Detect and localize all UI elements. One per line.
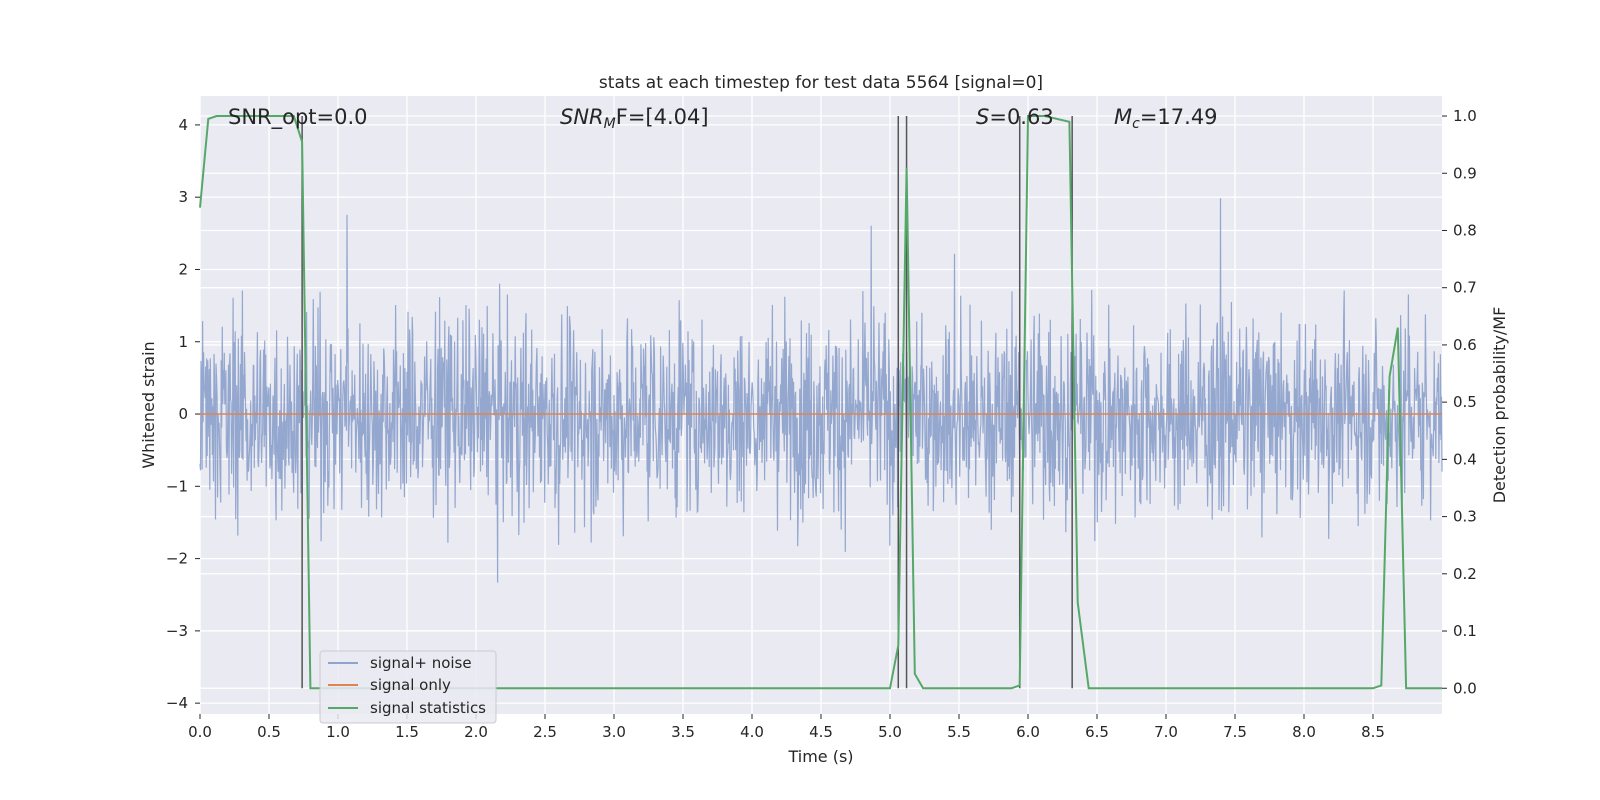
y-left-tick-labels: −4 −3 −2 −1 0 1 2 3 4 (166, 116, 200, 712)
y-left-tick-label: −2 (166, 550, 188, 568)
x-tick-label: 6.5 (1085, 723, 1109, 741)
x-tick-label: 8.5 (1361, 723, 1385, 741)
x-tick-label: 2.0 (464, 723, 488, 741)
x-tick-label: 2.5 (533, 723, 557, 741)
x-tick-labels: 0.0 0.5 1.0 1.5 2.0 2.5 3.0 3.5 4.0 4.5 5.0 5.5 6.0 6… (188, 714, 1385, 741)
y-left-tick-label: −1 (166, 477, 188, 495)
x-tick-label: 1.0 (326, 723, 350, 741)
y-left-tick-label: 2 (178, 260, 188, 278)
x-tick-label: 0.5 (257, 723, 281, 741)
annotation-mc: Mc=17.49 (1114, 105, 1218, 132)
x-tick-label: 8.0 (1292, 723, 1316, 741)
x-tick-label: 0.0 (188, 723, 212, 741)
y-right-tick-label: 0.7 (1453, 279, 1477, 297)
y-right-tick-labels: 0.0 0.1 0.2 0.3 0.4 0.5 0.6 0.7 0.8 0.9 1.0 (1442, 107, 1477, 697)
y-left-tick-label: 0 (178, 405, 188, 423)
x-tick-label: 1.5 (395, 723, 419, 741)
x-tick-label: 4.0 (740, 723, 764, 741)
x-tick-label: 5.0 (878, 723, 902, 741)
y-right-axis-title: Detection probability/MF (1490, 307, 1509, 504)
annotation-s: S=0.63 (976, 105, 1054, 129)
x-tick-label: 7.5 (1223, 723, 1247, 741)
y-right-tick-label: 0.2 (1453, 565, 1477, 583)
series-signal-noise (199, 198, 1443, 583)
signal-statistics-line (199, 115, 1442, 690)
y-right-tick-label: 0.8 (1453, 221, 1477, 239)
legend-label-signal-statistics: signal statistics (370, 699, 486, 717)
annotation-snr-opt: SNR_opt=0.0 (228, 105, 368, 130)
y-right-tick-label: 0.9 (1453, 164, 1477, 182)
series-signal-statistics (199, 115, 1442, 690)
y-right-tick-label: 0.5 (1453, 393, 1477, 411)
y-left-tick-label: 3 (178, 188, 188, 206)
x-tick-label: 4.5 (809, 723, 833, 741)
y-left-tick-label: 1 (178, 333, 188, 351)
y-right-tick-label: 0.1 (1453, 622, 1477, 640)
annotation-snr-mf: SNRMF=[4.04] (560, 105, 709, 132)
x-tick-label: 7.0 (1154, 723, 1178, 741)
y-right-tick-label: 1.0 (1453, 107, 1477, 125)
y-left-tick-label: −4 (166, 694, 188, 712)
signal-noise-line (199, 198, 1443, 583)
y-left-tick-label: −3 (166, 622, 188, 640)
x-tick-label: 3.0 (602, 723, 626, 741)
y-right-tick-label: 0.6 (1453, 336, 1477, 354)
y-right-tick-label: 0.3 (1453, 508, 1477, 526)
y-left-axis-title: Whitened strain (139, 341, 158, 468)
x-tick-label: 6.0 (1016, 723, 1040, 741)
y-right-tick-label: 0.4 (1453, 450, 1477, 468)
chart-title: stats at each timestep for test data 556… (599, 73, 1043, 93)
y-left-tick-label: 4 (178, 116, 188, 134)
x-tick-label: 3.5 (671, 723, 695, 741)
legend-label-signal-only: signal only (370, 676, 451, 694)
x-axis-title: Time (s) (787, 747, 853, 766)
legend: signal+ noise signal only signal statist… (319, 650, 497, 724)
legend-box (319, 650, 497, 724)
x-tick-label: 5.5 (947, 723, 971, 741)
legend-label-signal-noise: signal+ noise (370, 654, 472, 672)
y-right-tick-label: 0.0 (1453, 679, 1477, 697)
